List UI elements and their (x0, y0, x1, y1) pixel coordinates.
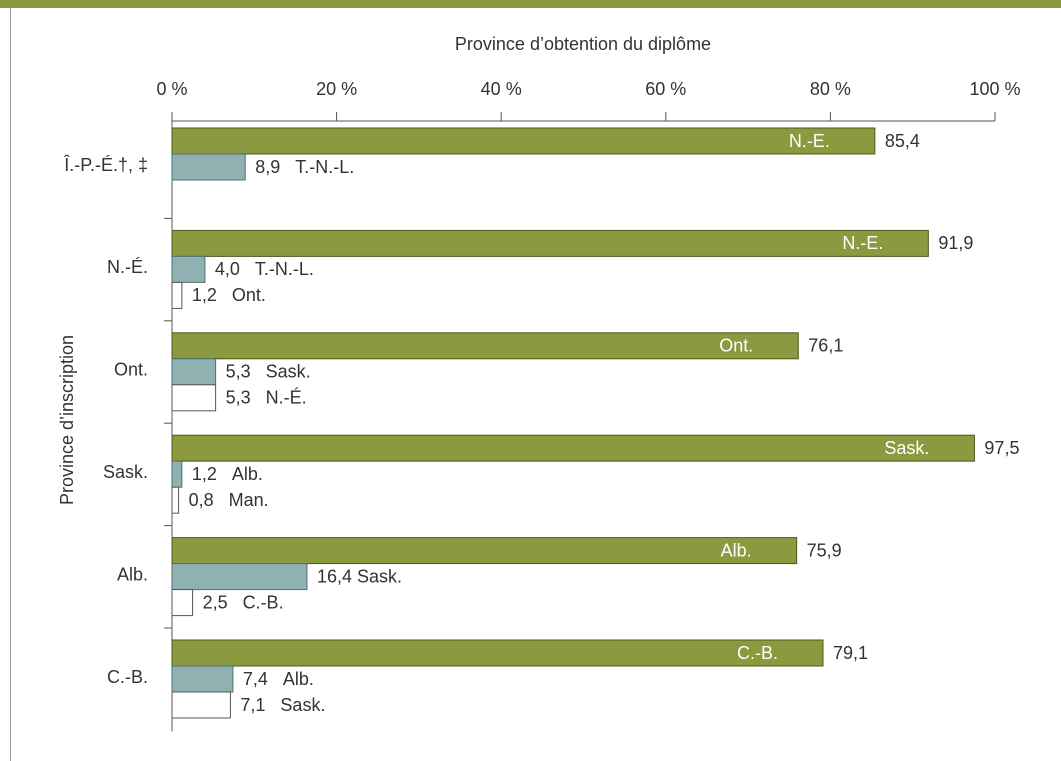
y-tick-label: N.-É. (107, 257, 148, 277)
y-tick-label: Sask. (103, 462, 148, 482)
y-tick-label: C.-B. (107, 667, 148, 687)
value-label: 75,9 (807, 540, 842, 560)
value-label: 2,5 (203, 592, 228, 612)
bar (171, 153, 246, 181)
bar (171, 537, 798, 565)
x-tick-label: 40 % (481, 79, 522, 99)
value-label: 7,4 (243, 669, 268, 689)
bar-label: T.-N.-L. (255, 259, 314, 279)
bar-label: Alb. (283, 669, 314, 689)
value-label: 7,1 (240, 695, 265, 715)
y-tick-label: Ont. (114, 360, 148, 380)
value-label: 76,1 (808, 336, 843, 356)
bar-label: Alb. (232, 464, 263, 484)
bar-label: C.-B. (737, 643, 778, 663)
bar-label: Man. (229, 490, 269, 510)
x-tick-label: 100 % (969, 79, 1020, 99)
bar (171, 434, 975, 462)
bar (171, 691, 231, 719)
bar (171, 281, 183, 309)
value-label: 8,9 (255, 157, 280, 177)
bar-label: Sask. (280, 695, 325, 715)
bar-label: Sask. (357, 566, 402, 586)
value-label: 16,4 (317, 566, 352, 586)
bar-label: N.-É. (266, 388, 307, 408)
value-label: 5,3 (226, 388, 251, 408)
x-tick-label: 20 % (316, 79, 357, 99)
bar-label: Sask. (884, 438, 929, 458)
bar (171, 358, 217, 386)
value-label: 1,2 (192, 285, 217, 305)
bar (171, 563, 308, 591)
bar (171, 589, 194, 617)
x-axis-title: Province d’obtention du diplôme (455, 34, 711, 54)
x-tick-label: 60 % (645, 79, 686, 99)
x-tick-label: 0 % (156, 79, 187, 99)
value-label: 5,3 (226, 362, 251, 382)
bar-label: N.-E. (842, 233, 883, 253)
bar (171, 460, 183, 488)
bar-label: Sask. (266, 362, 311, 382)
value-label: 0,8 (189, 490, 214, 510)
bar-label: Ont. (232, 285, 266, 305)
x-tick-label: 80 % (810, 79, 851, 99)
bar (171, 255, 206, 283)
value-label: 1,2 (192, 464, 217, 484)
header-band (0, 0, 1061, 8)
bar (171, 384, 217, 412)
y-tick-label: Î.-P.-É.†, ‡ (63, 155, 148, 175)
bar-label: Alb. (721, 540, 752, 560)
bar (171, 639, 824, 667)
value-label: 91,9 (938, 233, 973, 253)
bar (171, 127, 876, 155)
bar (171, 486, 180, 514)
y-axis-title: Province d’inscription (57, 335, 77, 505)
bar-label: C.-B. (243, 592, 284, 612)
bar-label: T.-N.-L. (295, 157, 354, 177)
value-label: 79,1 (833, 643, 868, 663)
value-label: 85,4 (885, 131, 920, 151)
bar-label: N.-E. (789, 131, 830, 151)
bar (171, 229, 929, 257)
bar-label: Ont. (719, 336, 753, 356)
y-tick-label: Alb. (117, 564, 148, 584)
value-label: 97,5 (984, 438, 1019, 458)
bar (171, 665, 234, 693)
bar (171, 332, 799, 360)
value-label: 4,0 (215, 259, 240, 279)
